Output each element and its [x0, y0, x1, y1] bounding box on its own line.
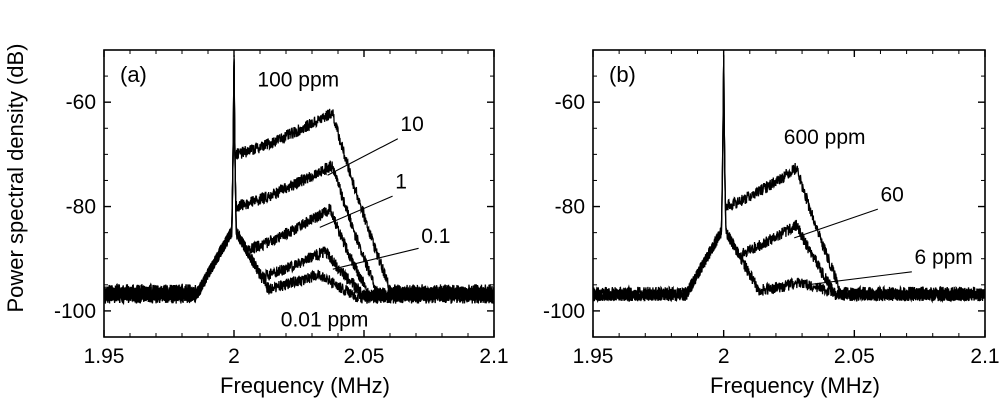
- series-group: [593, 54, 985, 304]
- annotation-label: 600 ppm: [784, 126, 866, 149]
- annotation-label: 0.1: [421, 225, 450, 248]
- x-axis-title: Frequency (MHz): [220, 373, 390, 398]
- series-line-60: [593, 61, 985, 304]
- annotation-label: 60: [880, 183, 903, 206]
- panel-a: 1.95 2 2.05 2.1 -100 -80 -60 Frequency (MHz) (a)…: [54, 49, 509, 398]
- x-tick-label: 2.1: [479, 345, 508, 368]
- annotation-leader-line: [319, 195, 393, 228]
- annotation-leader-line: [794, 208, 879, 239]
- annotation-label: 100 ppm: [257, 69, 339, 92]
- x-tick-label: 2: [228, 345, 240, 368]
- x-tick-label: 2.1: [970, 345, 999, 368]
- y-tick-label: -100: [543, 300, 585, 323]
- y-tick-label: -80: [66, 196, 96, 219]
- panel-label: (b): [609, 62, 636, 87]
- series-line-6-ppm: [593, 56, 985, 303]
- y-tick-label: -60: [66, 91, 96, 114]
- annotation-label: 10: [400, 113, 423, 136]
- annotation-label: 0.01 ppm: [281, 309, 369, 332]
- series-group: [104, 55, 494, 306]
- y-tick-label: -80: [555, 196, 585, 219]
- plot-frame: [592, 49, 986, 338]
- series-line-0.01-ppm: [104, 61, 494, 306]
- x-tick-label: 2: [718, 345, 730, 368]
- panel-label: (a): [120, 62, 147, 87]
- annotation-label: 1: [395, 170, 407, 193]
- x-tick-label: 1.95: [84, 345, 125, 368]
- x-tick-label: 2.05: [344, 345, 385, 368]
- y-axis-title: Power spectral density (dB): [3, 44, 28, 313]
- annotation-leader-line: [327, 138, 399, 176]
- panel-b: 1.95 2 2.05 2.1 -100 -80 -60 Frequency (MHz) (b)…: [543, 49, 1000, 398]
- x-tick-label: 1.95: [573, 345, 614, 368]
- x-tick-label: 2.05: [834, 345, 875, 368]
- annotation-label: 6 ppm: [914, 246, 972, 269]
- y-tick-label: -100: [54, 300, 96, 323]
- x-axis-title: Frequency (MHz): [710, 373, 880, 398]
- annotation-leader-line: [807, 271, 912, 286]
- y-tick-label: -60: [555, 91, 585, 114]
- annotation-leader-line: [332, 247, 419, 270]
- plot-frame: [103, 49, 495, 338]
